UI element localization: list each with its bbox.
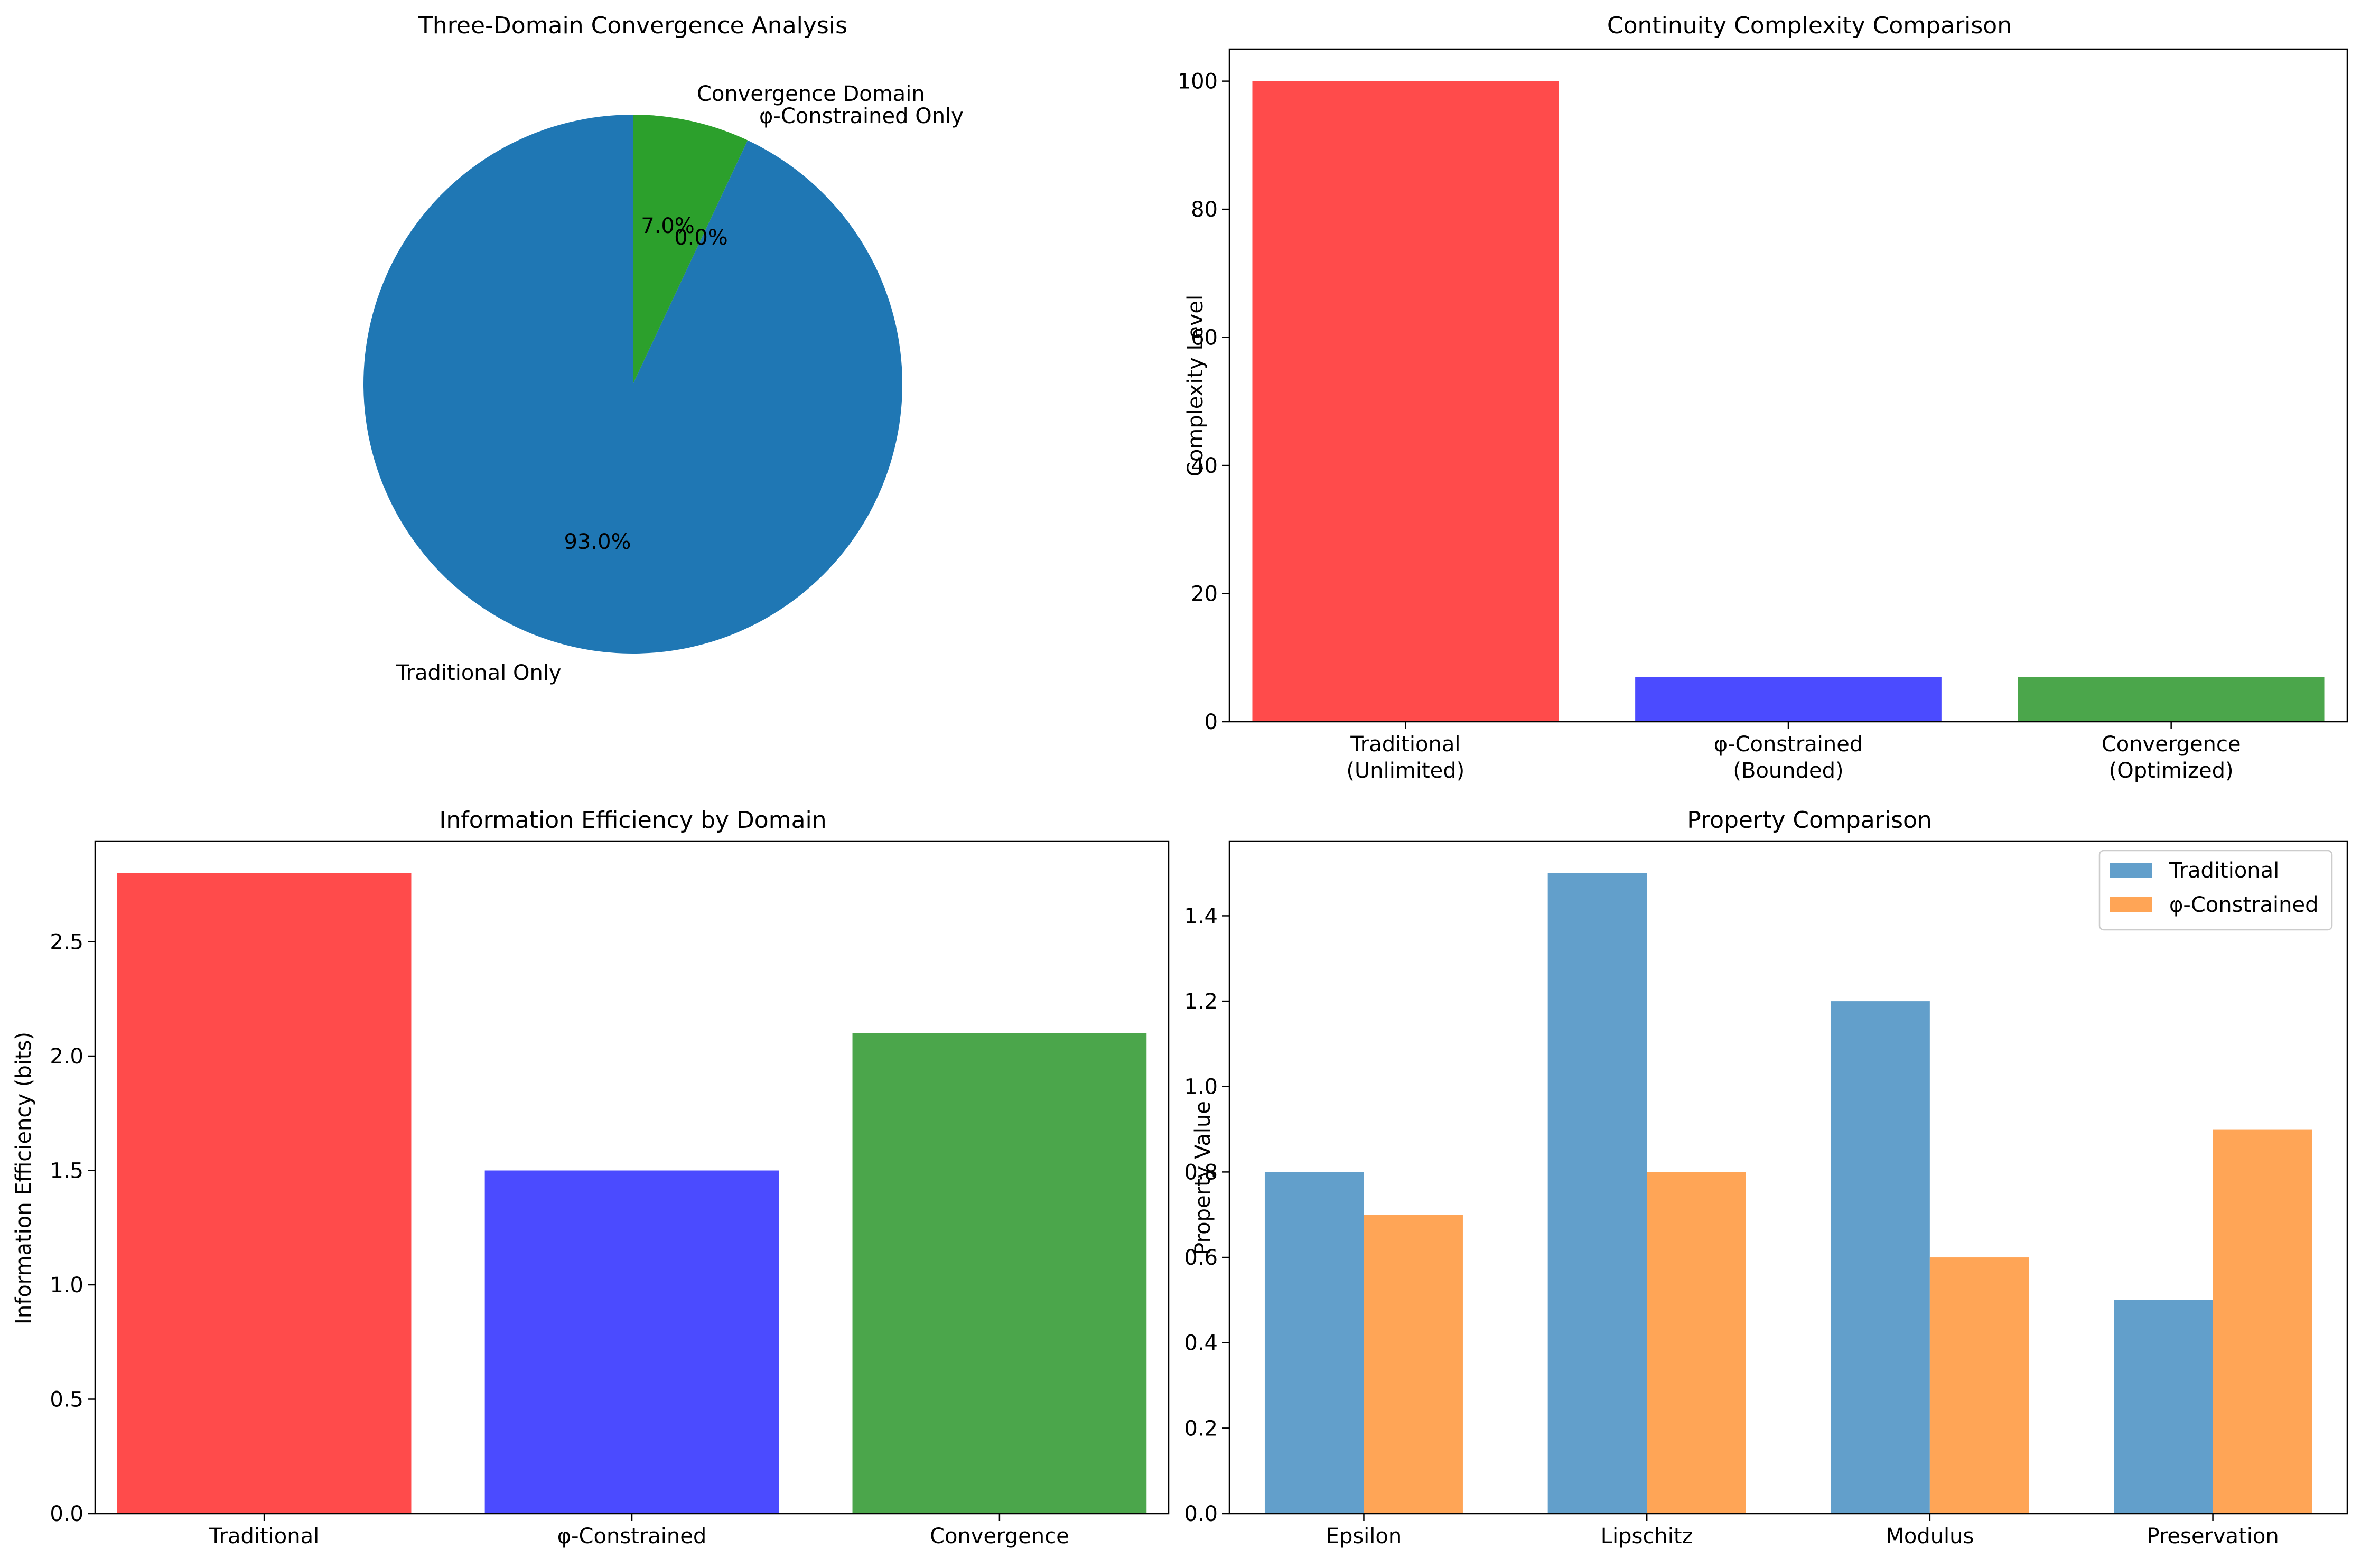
x-tick-label: Lipschitz [1601,1524,1693,1548]
y-tick-label: 1.0 [50,1273,83,1298]
y-tick-label: 0 [1205,710,1218,734]
bar-modulus-constrained [1929,1257,2029,1514]
legend-label-phi-constrained: φ-Constrained [2169,893,2319,917]
y-tick-label: 20 [1191,582,1218,606]
x-tick-label: Traditional [209,1524,319,1548]
pie-label-traditional-only: Traditional Only [396,661,562,685]
efficiency-y-axis-label: Information Efficiency (bits) [12,1032,36,1324]
x-tick-label: Convergence [2102,732,2241,757]
pie-slice-traditional-only [363,115,902,654]
y-tick-label: 0.6 [1184,1246,1218,1270]
complexity-chart-title: Continuity Complexity Comparison [1607,12,2012,39]
y-tick-label: 0.4 [1184,1331,1218,1356]
x-tick-label: φ-Constrained [557,1524,707,1548]
x-tick-label: Traditional [1350,732,1460,757]
bar-preservation-traditional [2114,1300,2213,1514]
pie-slice-convergence-domain [633,115,748,384]
bar-constrained [484,1170,779,1514]
y-tick-label: 0.8 [1184,1160,1218,1184]
y-tick-label: 2.0 [50,1044,83,1069]
complexity-y-ticks: 0 20 40 60 80 100 [1178,70,1229,734]
property-plot-frame [1228,840,2348,1515]
efficiency-y-ticks: 0.0 0.5 1.0 1.5 2.0 2.5 [50,930,95,1526]
bar-constrained [1635,677,1942,722]
x-tick-label: (Unlimited) [1346,759,1464,783]
pie-slices [363,115,902,654]
efficiency-x-ticks: Traditional φ-Constrained Convergence [209,1514,1069,1548]
y-tick-label: 40 [1191,454,1218,478]
y-tick-label: 100 [1178,70,1218,94]
y-tick-label: 2.5 [50,930,83,955]
bar-lipschitz-traditional [1547,873,1647,1514]
x-tick-label: Convergence [930,1524,1069,1548]
x-tick-label: Epsilon [1326,1524,1402,1548]
property-chart-panel: Property Comparison Property Value 0.00.… [1184,807,2348,1548]
y-tick-label: 1.5 [50,1159,83,1183]
y-tick-label: 0.0 [50,1502,83,1526]
complexity-bars [1252,81,2325,722]
x-tick-label: (Bounded) [1733,759,1843,783]
pie-labels: Traditional Only φ-Constrained Only Conv… [396,82,964,685]
property-chart-title: Property Comparison [1687,807,1932,834]
efficiency-chart-title: Information Efficiency by Domain [439,807,826,834]
property-legend: Traditional φ-Constrained [2098,850,2333,931]
bar-convergence [852,1033,1147,1514]
pie-pct-phi-constrained-only: 0.0% [674,226,728,250]
pie-label-phi-constrained-only: φ-Constrained Only [759,104,964,128]
y-tick-label: 0.0 [1184,1502,1218,1526]
legend-label-traditional: Traditional [2169,858,2279,883]
complexity-plot-frame [1228,48,2348,723]
y-tick-label: 1.4 [1184,904,1218,928]
legend-frame [2098,850,2333,931]
property-y-axis-label: Property Value [1191,1101,1215,1255]
legend-swatch-traditional [2110,863,2152,878]
pie-chart-panel: Three-Domain Convergence Analysis Tradit… [363,12,964,685]
pie-pct-traditional-only: 93.0% [564,530,631,554]
efficiency-bars [117,873,1147,1514]
y-tick-label: 1.0 [1184,1075,1218,1099]
bar-convergence [2018,677,2325,722]
efficiency-chart-panel: Information Efficiency by Domain Informa… [12,807,1170,1548]
x-tick-label: Modulus [1886,1524,1974,1548]
bar-epsilon-traditional [1264,1172,1364,1514]
bar-epsilon-constrained [1364,1215,1463,1514]
bar-lipschitz-constrained [1647,1172,1746,1514]
x-tick-label: (Optimized) [2109,759,2234,783]
bar-traditional [1252,81,1559,722]
y-tick-label: 0.5 [50,1388,83,1412]
property-y-ticks: 0.0 0.2 0.4 0.6 0.8 1.0 1.2 1.4 [1184,904,1229,1526]
x-tick-label: Preservation [2147,1524,2279,1548]
efficiency-plot-frame [94,840,1170,1515]
complexity-y-axis-label: Complexity Level [1183,295,1208,477]
pie-pct-convergence-domain: 7.0% [641,214,695,238]
x-tick-label: φ-Constrained [1714,732,1863,757]
property-x-ticks: Epsilon Lipschitz Modulus Preservation [1326,1514,2279,1548]
y-tick-label: 0.2 [1184,1416,1218,1441]
bar-preservation-constrained [2213,1129,2312,1514]
legend-swatch-phi-constrained [2110,897,2152,912]
y-tick-label: 1.2 [1184,990,1218,1014]
property-bars [1264,873,2312,1514]
bar-traditional [117,873,412,1514]
pie-title: Three-Domain Convergence Analysis [418,12,847,39]
pie-label-convergence-domain: Convergence Domain [697,82,925,106]
complexity-x-ticks: Traditional(Unlimited) φ-Constrained(Boun… [1346,722,2241,783]
y-tick-label: 80 [1191,198,1218,222]
complexity-chart-panel: Continuity Complexity Comparison Complex… [1178,12,2348,783]
y-tick-label: 60 [1191,326,1218,350]
bar-modulus-traditional [1831,1001,1930,1514]
